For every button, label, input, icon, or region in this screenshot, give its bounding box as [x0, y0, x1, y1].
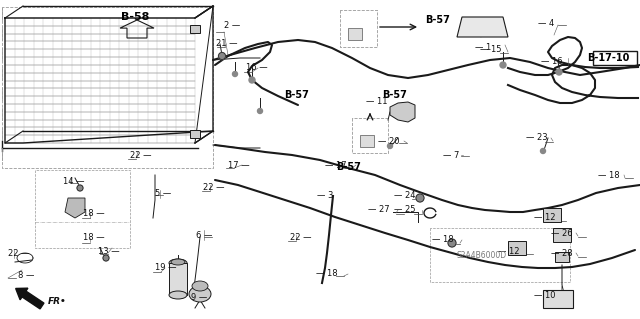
Text: 21 —: 21 —	[216, 40, 237, 48]
Text: — 18: — 18	[316, 270, 338, 278]
Text: 22 —: 22 —	[203, 183, 225, 192]
Text: — 11: — 11	[367, 97, 388, 106]
Text: — 12: — 12	[499, 247, 520, 256]
Text: S2A4B6000D: S2A4B6000D	[457, 251, 507, 261]
Circle shape	[416, 194, 424, 202]
Text: — 27: — 27	[369, 205, 390, 214]
Text: 19 —: 19 —	[155, 263, 177, 271]
Circle shape	[541, 149, 545, 153]
Text: B-57: B-57	[285, 90, 309, 100]
Circle shape	[232, 71, 237, 77]
Text: — 1: — 1	[475, 42, 491, 51]
Polygon shape	[457, 17, 508, 37]
Text: 6 —: 6 —	[196, 231, 212, 240]
Text: — 4: — 4	[538, 19, 554, 27]
Ellipse shape	[169, 291, 187, 299]
Text: 8 —: 8 —	[18, 271, 35, 279]
Text: — 16: — 16	[541, 57, 563, 66]
Bar	[508, 241, 526, 255]
Circle shape	[257, 108, 262, 114]
Ellipse shape	[189, 286, 211, 302]
Circle shape	[249, 77, 255, 83]
Polygon shape	[390, 102, 415, 122]
Text: 5 —: 5 —	[155, 189, 172, 197]
Text: 16 —: 16 —	[246, 63, 268, 72]
Circle shape	[218, 53, 225, 60]
Text: — 20: — 20	[378, 137, 400, 145]
Text: B-58: B-58	[121, 12, 149, 22]
Text: 13 —: 13 —	[98, 247, 120, 256]
Text: FR•: FR•	[48, 298, 67, 307]
Text: — 3: — 3	[317, 191, 333, 201]
Bar	[543, 208, 561, 222]
Text: — 12: — 12	[534, 213, 556, 222]
Bar	[553, 228, 571, 242]
Text: 22 —: 22 —	[8, 249, 29, 258]
Text: 22 —: 22 —	[290, 234, 312, 242]
Text: — 18: — 18	[598, 170, 620, 180]
Circle shape	[387, 144, 392, 149]
Bar	[348, 28, 362, 40]
Text: 18 —: 18 —	[83, 209, 104, 218]
Text: 14 —: 14 —	[63, 176, 84, 186]
Bar	[360, 135, 374, 147]
Text: — 10: — 10	[534, 292, 556, 300]
Text: — 15: — 15	[479, 46, 501, 55]
Text: 17 —: 17 —	[228, 160, 250, 169]
Text: B-57: B-57	[337, 162, 362, 172]
Bar	[543, 290, 573, 308]
Bar	[190, 130, 200, 138]
Text: — 25: — 25	[394, 205, 415, 214]
Text: — 24: — 24	[394, 191, 415, 201]
Text: — 17: — 17	[325, 160, 347, 169]
Text: — 18: — 18	[433, 235, 454, 244]
Circle shape	[448, 239, 456, 247]
Bar	[190, 25, 200, 33]
Circle shape	[500, 62, 506, 68]
Text: — 23: — 23	[526, 133, 548, 143]
Polygon shape	[65, 198, 85, 218]
FancyArrow shape	[15, 288, 44, 309]
Text: B-57: B-57	[383, 90, 408, 100]
Circle shape	[77, 185, 83, 191]
Text: 2 —: 2 —	[224, 21, 240, 31]
Circle shape	[556, 69, 562, 75]
Ellipse shape	[192, 281, 208, 291]
Text: 18 —: 18 —	[83, 234, 104, 242]
Bar	[555, 252, 569, 262]
Text: 22 —: 22 —	[130, 152, 152, 160]
Text: — 28: — 28	[552, 249, 573, 257]
Text: 9 —: 9 —	[191, 293, 207, 302]
Bar	[169, 263, 187, 295]
Text: B-17-10: B-17-10	[587, 53, 629, 63]
Text: B-57: B-57	[426, 15, 451, 25]
Text: — 7: — 7	[443, 151, 459, 160]
Ellipse shape	[169, 259, 187, 267]
Ellipse shape	[171, 259, 185, 265]
Text: — 26: — 26	[552, 228, 573, 238]
Circle shape	[103, 255, 109, 261]
